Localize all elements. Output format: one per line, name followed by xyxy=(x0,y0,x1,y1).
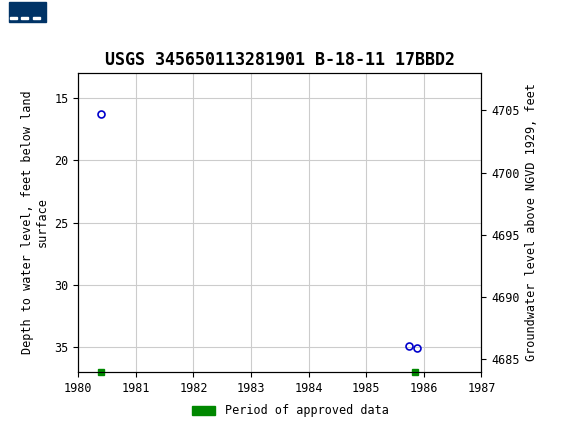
Text: USGS: USGS xyxy=(52,12,107,31)
Bar xyxy=(10,17,17,19)
Bar xyxy=(9,2,46,22)
Legend: Period of approved data: Period of approved data xyxy=(187,399,393,422)
Y-axis label: Depth to water level, feet below land
surface: Depth to water level, feet below land su… xyxy=(21,91,49,354)
Title: USGS 345650113281901 B-18-11 17BBD2: USGS 345650113281901 B-18-11 17BBD2 xyxy=(105,51,455,69)
Bar xyxy=(33,17,40,19)
Y-axis label: Groundwater level above NGVD 1929, feet: Groundwater level above NGVD 1929, feet xyxy=(525,83,538,362)
Bar xyxy=(9,2,46,41)
Bar xyxy=(21,17,28,19)
